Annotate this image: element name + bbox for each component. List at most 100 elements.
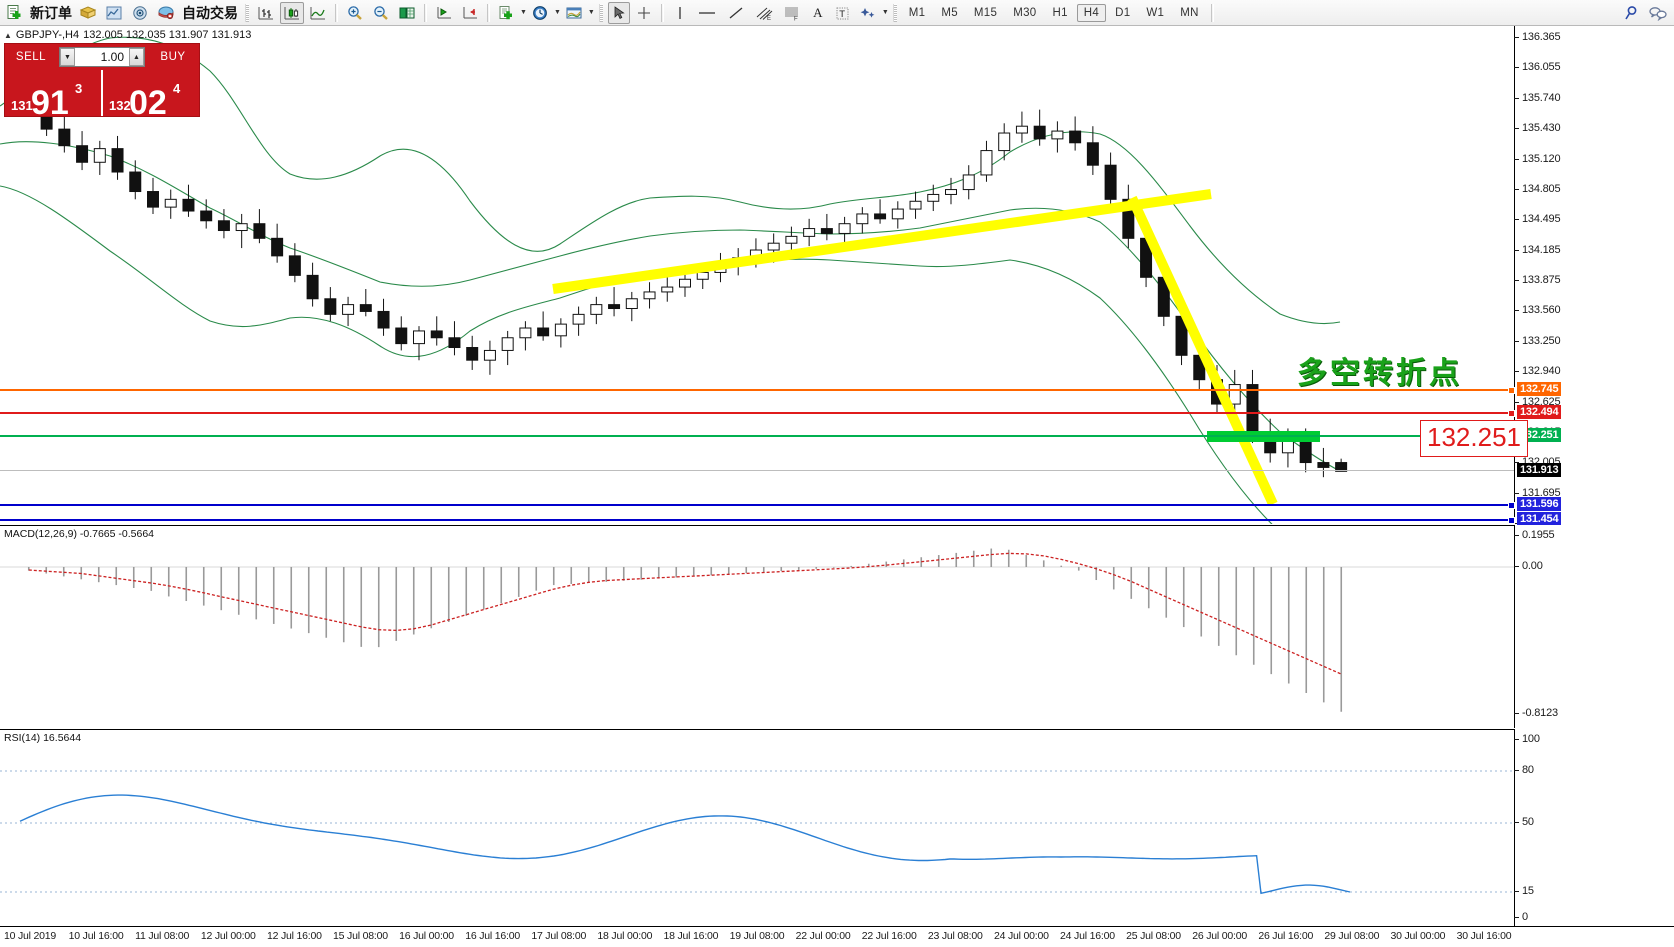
shapes-icon[interactable]	[856, 2, 880, 24]
timeframe-h4[interactable]: H4	[1076, 3, 1107, 22]
rsi-axis-0: 0	[1522, 911, 1528, 923]
timeframe-m5[interactable]: M5	[941, 6, 958, 19]
timeframe-mn[interactable]: MN	[1180, 6, 1199, 19]
data-window-icon[interactable]	[102, 2, 126, 24]
macd-axis-zero: 0.00	[1522, 560, 1543, 572]
terminal-icon[interactable]	[76, 2, 100, 24]
timeframe-w1[interactable]: W1	[1146, 6, 1165, 19]
price-line-132745[interactable]	[0, 389, 1514, 391]
new-order-label[interactable]: 新订单	[30, 4, 72, 21]
toolbar-separator	[335, 3, 338, 22]
expert-advisor-icon[interactable]	[154, 2, 178, 24]
timeframe-m1[interactable]: M1	[908, 6, 926, 19]
horizontal-line-icon[interactable]	[693, 2, 721, 24]
price-axis-tick	[1514, 249, 1519, 251]
chat-icon[interactable]	[1645, 2, 1671, 24]
time-axis-label: 30 Jul 00:00	[1390, 930, 1446, 942]
timeframe-h1[interactable]: H1	[1052, 6, 1068, 19]
text-object-icon[interactable]: T	[831, 2, 854, 24]
chevron-down-icon-2[interactable]: ▼	[553, 9, 561, 16]
price-axis-label: 134.185	[1522, 243, 1561, 256]
toolbar-grip-3[interactable]	[892, 3, 897, 22]
time-axis[interactable]: 10 Jul 2019 10 Jul 16:00 11 Jul 08:00 12 Ju…	[0, 926, 1674, 947]
crosshair-icon[interactable]	[632, 2, 656, 24]
price-line-132494[interactable]	[0, 412, 1514, 414]
trendline-icon[interactable]	[723, 2, 749, 24]
chevron-down-icon[interactable]: ▼	[520, 9, 527, 16]
price-axis-tick	[1514, 280, 1519, 281]
rsi-axis: 100 80 50 15 0	[1514, 729, 1674, 926]
price-line-handle-131454[interactable]	[1508, 517, 1515, 524]
price-line-handle-132494[interactable]	[1508, 410, 1515, 417]
price-axis-label: 132.625	[1522, 395, 1561, 408]
text-label-icon[interactable]: A	[813, 4, 823, 20]
candlestick-chart-icon[interactable]	[280, 1, 304, 24]
new-template-icon[interactable]	[495, 2, 518, 24]
timeframe-d1[interactable]: D1	[1115, 6, 1131, 19]
line-chart-icon[interactable]	[306, 2, 330, 24]
indicators-icon[interactable]	[562, 2, 586, 24]
price-axis-label: 131.695	[1522, 486, 1561, 499]
price-axis[interactable]: 136.365 136.055 135.740 135.430 135.120 134.8…	[1514, 26, 1674, 529]
toolbar-separator-5	[1210, 3, 1214, 22]
equidistant-channel-icon[interactable]: E	[751, 2, 777, 24]
data-grid-icon[interactable]	[395, 2, 419, 24]
price-axis-tick	[1514, 67, 1519, 69]
autotrading-label[interactable]: 自动交易	[182, 4, 238, 21]
sell-button-label[interactable]: SELL	[15, 51, 47, 63]
chart-area[interactable]: ▲ GBPJPY-,H4 132.005 132.035 131.907 131…	[0, 26, 1674, 947]
price-line-handle-131596[interactable]	[1508, 502, 1515, 509]
volume-input[interactable]: ▼ 1.00 ▲	[59, 47, 145, 67]
timeframe-m30[interactable]: M30	[1013, 6, 1037, 19]
collapse-triangle-icon[interactable]: ▲	[4, 30, 12, 40]
buy-price-button[interactable]: 132 02 4	[101, 70, 199, 120]
rsi-pane-svg	[0, 770, 1514, 895]
price-axis-tick	[1514, 97, 1519, 99]
downtrend-line[interactable]	[1127, 195, 1278, 507]
price-line-131596[interactable]	[0, 504, 1514, 506]
autoscroll-icon[interactable]	[432, 2, 456, 24]
chart-shift-icon[interactable]	[458, 2, 482, 24]
chevron-down-icon-3[interactable]: ▼	[587, 9, 595, 16]
new-order-icon[interactable]	[3, 2, 26, 24]
svg-text:E: E	[767, 16, 771, 21]
vertical-line-icon[interactable]	[669, 2, 691, 24]
time-axis-label: 26 Jul 16:00	[1258, 930, 1314, 942]
time-axis-label: 10 Jul 16:00	[68, 930, 124, 942]
price-axis-tick	[1514, 523, 1519, 524]
toolbar-grip-2[interactable]	[598, 3, 603, 22]
price-line-132251[interactable]	[0, 435, 1514, 437]
price-line-handle-132745[interactable]	[1508, 387, 1515, 394]
buy-button-label[interactable]: BUY	[160, 51, 186, 63]
cursor-icon[interactable]	[607, 1, 630, 24]
macd-axis: 0.1955 0.00 -0.8123	[1514, 525, 1674, 728]
axis-pill-132251: 132.251	[1517, 428, 1562, 442]
one-click-trading-panel[interactable]: SELL ▼ 1.00 ▲ BUY 131 91 3 132 02 4	[4, 43, 200, 120]
zoom-in-icon[interactable]	[343, 2, 367, 24]
volume-increment-icon[interactable]: ▲	[129, 48, 144, 66]
navigator-icon[interactable]	[128, 2, 152, 24]
fibonacci-retracement-icon[interactable]: F	[779, 2, 805, 24]
uptrend-line[interactable]	[552, 189, 1212, 294]
rsi-axis-80: 80	[1522, 764, 1534, 776]
price-pane[interactable]: 多空转折点 132.251	[0, 26, 1528, 524]
bar-chart-icon[interactable]	[254, 2, 278, 24]
macd-pane[interactable]: MACD(12,26,9) -0.7665 -0.5664	[0, 525, 1514, 728]
rsi-pane[interactable]: RSI(14) 16.5644	[0, 729, 1514, 926]
search-icon[interactable]	[1619, 2, 1643, 24]
zoom-out-icon[interactable]	[369, 2, 393, 24]
toolbar-grip[interactable]	[245, 3, 249, 22]
period-icon[interactable]	[528, 2, 552, 24]
volume-dropdown-icon[interactable]: ▼	[60, 48, 75, 66]
volume-value[interactable]: 1.00	[100, 50, 124, 64]
toolbar-separator-2	[424, 3, 427, 22]
rsi-tick-50	[1514, 822, 1519, 823]
price-line-131454[interactable]	[0, 519, 1514, 521]
rsi-tick-0	[1514, 917, 1519, 918]
chevron-down-icon-4[interactable]: ▼	[881, 9, 889, 16]
timeframe-m15[interactable]: M15	[973, 6, 998, 19]
sell-price-button[interactable]: 131 91 3	[5, 70, 101, 120]
time-axis-label: 16 Jul 00:00	[399, 930, 454, 942]
price-axis-tick	[1514, 371, 1519, 373]
macd-tick-zero	[1514, 566, 1519, 567]
